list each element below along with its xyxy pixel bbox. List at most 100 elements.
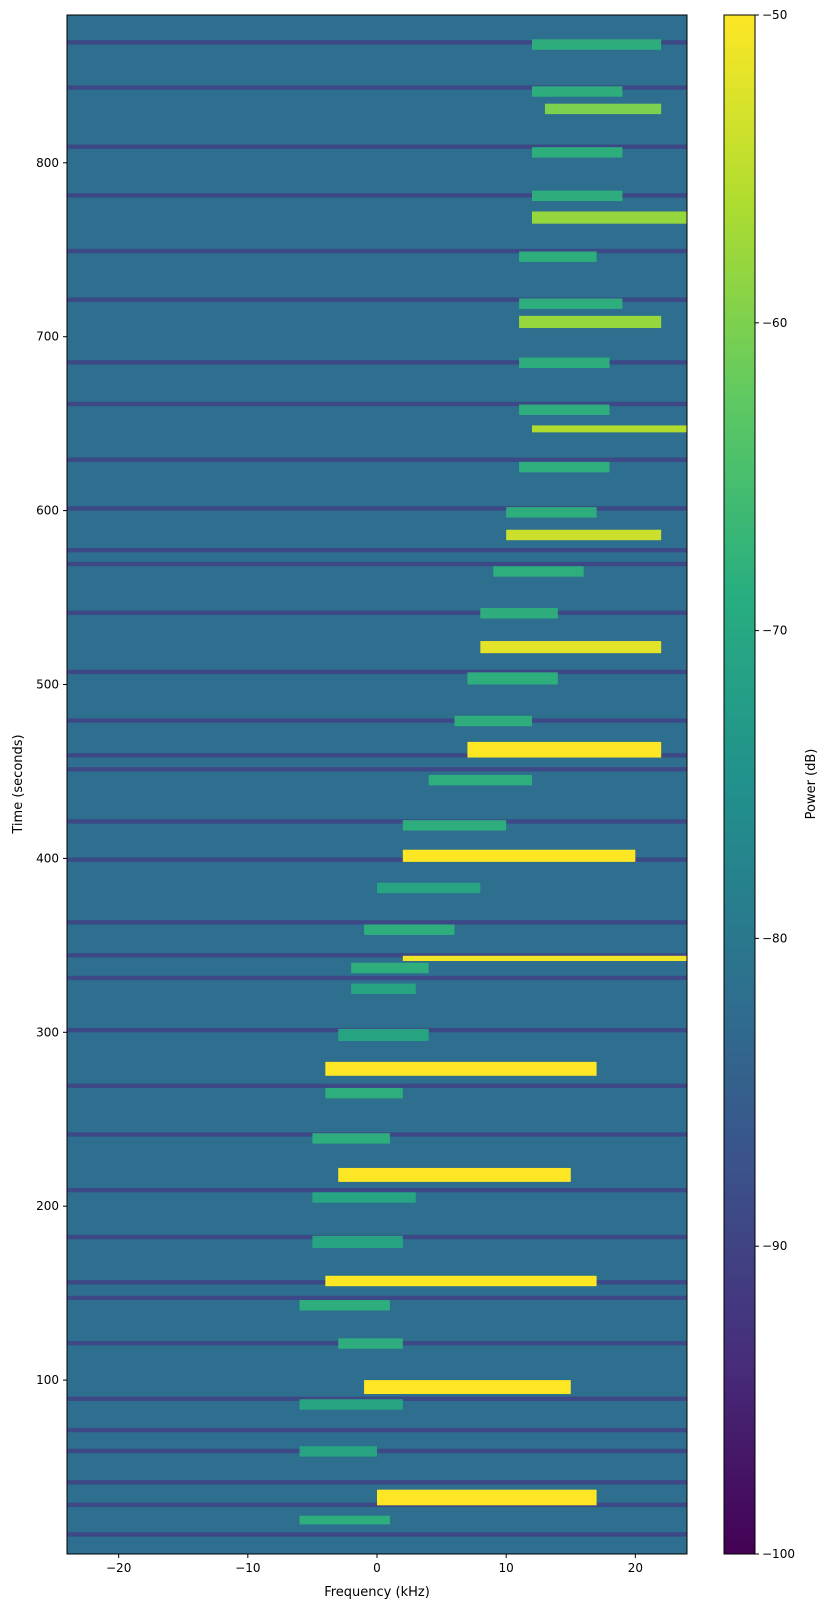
heatmap-dark-stripe [67, 718, 687, 723]
heatmap-weak-burst [364, 924, 455, 935]
y-axis-label: Time (seconds) [11, 734, 26, 834]
heatmap-strong-burst [467, 741, 662, 758]
heatmap-dark-stripe [67, 506, 687, 511]
colorbar-tick-label: −60 [762, 316, 787, 330]
heatmap-dark-stripe [67, 1295, 687, 1301]
heatmap-dark-stripe [67, 669, 687, 675]
heatmap-dark-stripe [67, 144, 687, 149]
heatmap-dark-stripe [67, 1187, 687, 1193]
heatmap-strong-burst [377, 1489, 597, 1506]
heatmap-dark-stripe [67, 857, 687, 862]
heatmap-weak-burst [338, 1338, 403, 1349]
heatmap-dark-stripe [67, 1083, 687, 1088]
heatmap-dark-stripe [67, 610, 687, 615]
heatmap-weak-burst [377, 882, 481, 894]
heatmap-strong-burst [325, 1275, 597, 1287]
x-axis: −20 −10 0 10 20 [106, 1554, 643, 1575]
y-tick-label: 400 [36, 851, 59, 865]
x-tick-label: −20 [106, 1561, 131, 1575]
heatmap-dark-stripe [67, 1427, 687, 1433]
heatmap-strong-burst [325, 1061, 597, 1076]
heatmap-weak-burst [402, 820, 507, 831]
heatmap-dark-stripe [67, 401, 687, 407]
heatmap-dark-stripe [67, 561, 687, 567]
heatmap-strong-burst [532, 211, 687, 224]
heatmap-strong-burst [544, 103, 662, 115]
x-tick-label: 10 [499, 1561, 514, 1575]
colorbar-tick-label: −90 [762, 1239, 787, 1253]
y-tick-label: 800 [36, 156, 59, 170]
heatmap-strong-burst [480, 641, 662, 654]
heatmap-strong-burst [364, 1380, 571, 1395]
heatmap-weak-burst [467, 672, 558, 685]
y-tick-label: 600 [36, 504, 59, 518]
heatmap-strong-burst [532, 425, 687, 433]
heatmap-weak-burst [519, 404, 610, 415]
heatmap-weak-burst [428, 774, 532, 786]
heatmap-weak-burst [506, 507, 597, 518]
heatmap-weak-burst [351, 962, 429, 974]
heatmap-dark-stripe [67, 457, 687, 462]
heatmap-weak-burst [351, 983, 416, 995]
heatmap-strong-burst [402, 849, 636, 862]
y-tick-label: 700 [36, 330, 59, 344]
colorbar-tick-label: −100 [762, 1547, 795, 1561]
heatmap-weak-burst [299, 1515, 390, 1525]
heatmap-weak-burst [519, 461, 610, 473]
heatmap-dark-stripe [67, 920, 687, 925]
heatmap-weak-burst [312, 1235, 403, 1248]
x-tick-label: −10 [235, 1561, 260, 1575]
x-tick-label: 0 [373, 1561, 381, 1575]
heatmap-dark-stripe [67, 1396, 687, 1401]
spectrogram-heatmap [67, 15, 687, 1554]
heatmap-weak-burst [532, 147, 623, 158]
heatmap-weak-burst [532, 86, 623, 97]
heatmap-dark-stripe [67, 953, 687, 958]
y-tick-label: 300 [36, 1025, 59, 1039]
colorbar: −100 −90 −80 −70 −60 −50 Power (dB) [723, 8, 819, 1561]
heatmap-weak-burst [532, 190, 623, 202]
heatmap-strong-burst [402, 955, 687, 962]
colorbar-tick-label: −50 [762, 8, 787, 22]
colorbar-tick-label: −70 [762, 624, 787, 638]
heatmap-weak-burst [338, 1028, 429, 1041]
colorbar-label: Power (dB) [804, 749, 819, 820]
y-axis: 100 200 300 400 500 600 700 800 [36, 156, 67, 1387]
heatmap-weak-burst [480, 607, 558, 619]
plot-area [66, 14, 688, 1555]
heatmap-weak-burst [519, 251, 597, 262]
heatmap-dark-stripe [67, 547, 687, 553]
heatmap-weak-burst [519, 357, 610, 369]
y-tick-label: 500 [36, 678, 59, 692]
colorbar-tick-label: −80 [762, 931, 787, 945]
heatmap-weak-burst [493, 566, 584, 577]
heatmap-dark-stripe [67, 360, 687, 365]
heatmap-weak-burst [532, 39, 662, 50]
heatmap-weak-burst [312, 1192, 416, 1203]
heatmap-strong-burst [519, 315, 662, 329]
heatmap-strong-burst [506, 529, 662, 541]
heatmap-dark-stripe [67, 975, 687, 981]
heatmap-dark-stripe [67, 297, 687, 302]
heatmap-weak-burst [325, 1087, 403, 1099]
x-tick-label: 20 [628, 1561, 643, 1575]
heatmap-strong-burst [338, 1167, 571, 1182]
heatmap-weak-burst [454, 715, 532, 727]
heatmap-background [67, 15, 687, 1554]
heatmap-weak-burst [299, 1399, 403, 1410]
heatmap-dark-stripe [67, 819, 687, 824]
heatmap-dark-stripe [67, 767, 687, 772]
heatmap-weak-burst [312, 1133, 390, 1144]
y-tick-label: 100 [36, 1373, 59, 1387]
heatmap-dark-stripe [67, 1480, 687, 1485]
heatmap-dark-stripe [67, 40, 687, 45]
y-tick-label: 200 [36, 1199, 59, 1213]
x-axis-label: Frequency (kHz) [324, 1585, 430, 1600]
heatmap-dark-stripe [67, 85, 687, 90]
heatmap-weak-burst [519, 298, 623, 309]
heatmap-dark-stripe [67, 1532, 687, 1537]
colorbar-ticks: −100 −90 −80 −70 −60 −50 [755, 8, 795, 1561]
heatmap-dark-stripe [67, 248, 687, 254]
heatmap-dark-stripe [67, 753, 687, 758]
